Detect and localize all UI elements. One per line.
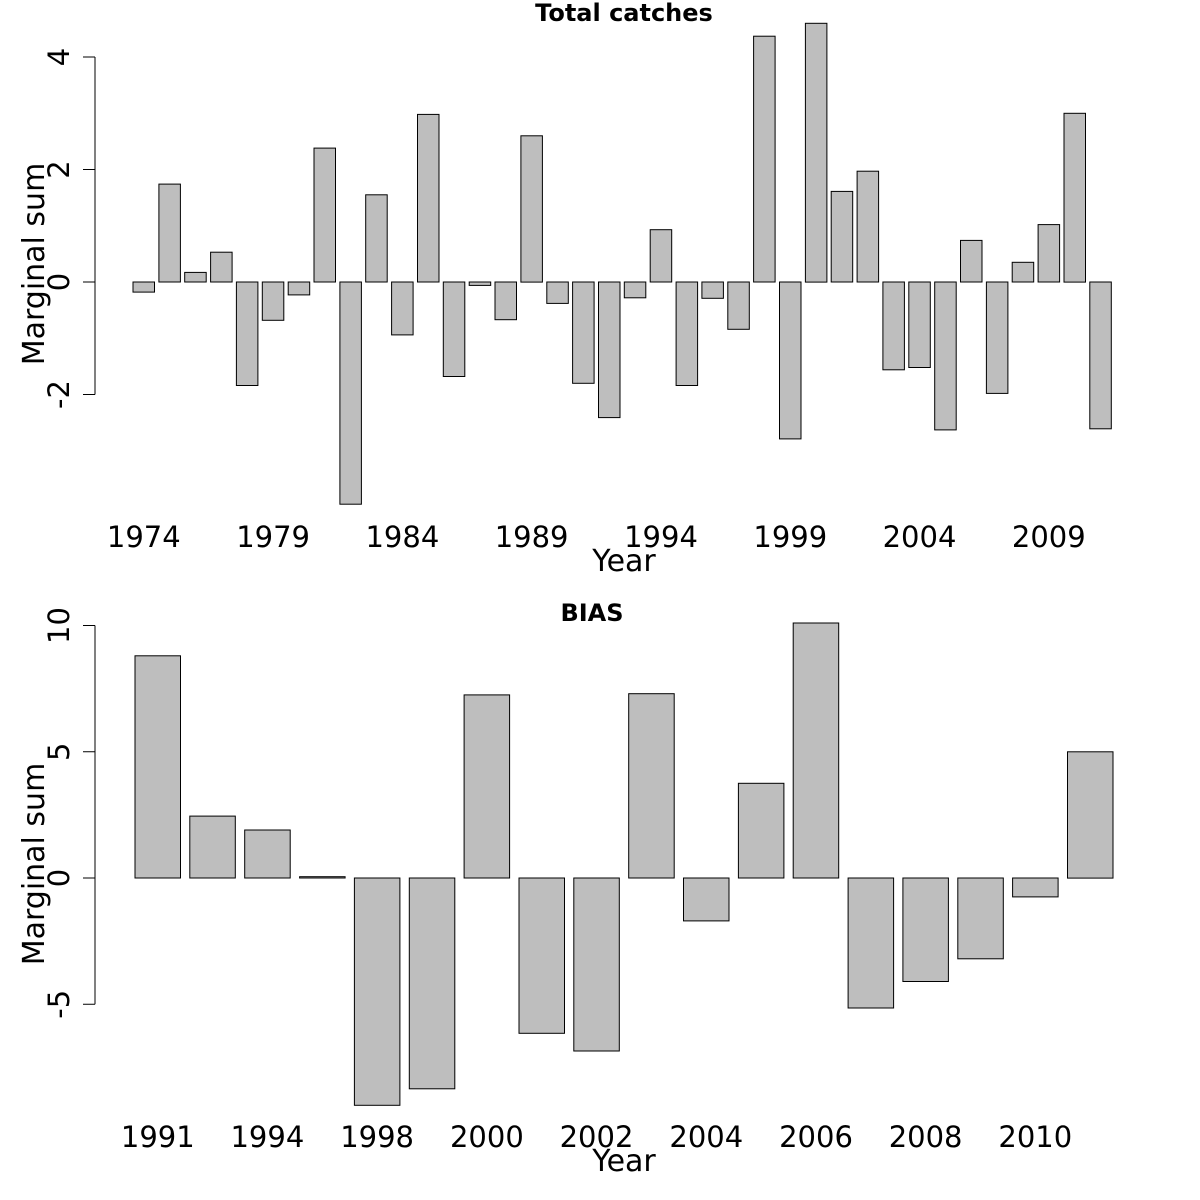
bar-1997 xyxy=(727,281,750,330)
bar-1999 xyxy=(779,281,802,440)
bar-1993 xyxy=(623,281,647,299)
bar-1995 xyxy=(675,281,699,386)
x-axis-label: Year xyxy=(591,1144,656,1179)
bar-1994 xyxy=(649,229,673,283)
bar-1999 xyxy=(408,877,456,1090)
bar-1992 xyxy=(598,281,621,419)
x-tick-label: 1989 xyxy=(495,520,569,554)
x-tick-labels: 1974 1979 1984 1989 1994 1999 2004 2009 xyxy=(107,520,1086,554)
bar-2007 xyxy=(847,877,895,1009)
bar-1985 xyxy=(417,113,440,283)
bar-2011 xyxy=(1089,281,1112,430)
bar-2005 xyxy=(934,281,957,431)
bar-1983 xyxy=(365,194,388,283)
x-tick-label: 2004 xyxy=(883,520,957,554)
y-tick-label: 10 xyxy=(42,607,76,644)
bar-2010 xyxy=(1063,112,1086,283)
bar-1974 xyxy=(132,281,155,293)
x-tick-label: 2009 xyxy=(1012,520,1086,554)
bar-2004 xyxy=(908,281,931,368)
x-tick-label: 1994 xyxy=(624,520,698,554)
bar-1994 xyxy=(244,829,291,879)
x-tick-label: 1999 xyxy=(753,520,827,554)
bar-2000 xyxy=(463,694,511,879)
x-tick-label: 1974 xyxy=(107,520,181,554)
bar-2001 xyxy=(830,190,854,283)
y-tick-label: 2 xyxy=(42,160,76,178)
bar-2003 xyxy=(628,693,675,879)
bar-1998 xyxy=(753,35,776,283)
x-tick-label: 1994 xyxy=(230,1120,304,1154)
x-tick-label: 2008 xyxy=(889,1120,963,1154)
x-tick-label: 2000 xyxy=(450,1120,524,1154)
bar-1982 xyxy=(339,281,362,505)
bar-1993 xyxy=(189,815,236,879)
y-axis: -2 0 2 4 xyxy=(42,48,96,409)
bar-1990 xyxy=(546,281,569,304)
bar-2007 xyxy=(985,281,1009,394)
y-axis-label: Marginal sum xyxy=(17,763,52,966)
bar-1996 xyxy=(701,281,724,299)
bar-2008 xyxy=(1011,261,1035,283)
bar-1980 xyxy=(287,281,311,296)
chart-title: BIAS xyxy=(560,599,623,627)
bar-2009 xyxy=(957,877,1004,960)
bar-1988 xyxy=(494,281,517,321)
bar-1979 xyxy=(261,281,285,321)
x-tick-label: 1984 xyxy=(365,520,439,554)
x-tick-label: 2004 xyxy=(669,1120,743,1154)
bar-2000 xyxy=(804,22,828,283)
bar-2002 xyxy=(856,170,880,283)
y-tick-label: 0 xyxy=(42,869,76,887)
bar-2008 xyxy=(902,877,949,982)
bar-2003 xyxy=(882,281,905,371)
bar-1976 xyxy=(184,271,207,283)
bar-2006 xyxy=(792,622,840,879)
x-tick-label: 2002 xyxy=(560,1120,634,1154)
bar-2002 xyxy=(573,877,620,1052)
y-tick-label: 4 xyxy=(42,48,76,66)
bar-1998 xyxy=(353,877,401,1106)
bar-1981 xyxy=(313,147,336,283)
x-tick-label: 2010 xyxy=(998,1120,1072,1154)
bar-1991 xyxy=(572,281,595,384)
bar-2011 xyxy=(1067,751,1114,879)
x-axis-label: Year xyxy=(591,544,656,579)
y-axis-label: Marginal sum xyxy=(17,163,52,366)
bar-2004 xyxy=(683,877,730,922)
bar-2009 xyxy=(1037,224,1061,283)
bar-1978 xyxy=(235,281,259,386)
bar-1984 xyxy=(391,281,414,336)
bar-2006 xyxy=(960,239,983,283)
bar-2005 xyxy=(737,782,785,879)
y-tick-label: 0 xyxy=(42,273,76,291)
x-tick-label: 2006 xyxy=(779,1120,853,1154)
bar-1997 xyxy=(299,876,346,879)
bar-1986 xyxy=(442,281,466,377)
bar-1989 xyxy=(520,135,543,283)
bar-2001 xyxy=(518,877,565,1034)
x-tick-label: 1998 xyxy=(340,1120,414,1154)
bar-group xyxy=(132,22,1112,505)
chart-panel-total-catches: Total catches Year Marginal sum -2 0 2 4 19… xyxy=(17,0,1112,579)
x-tick-label: 1991 xyxy=(121,1120,195,1154)
chart-title: Total catches xyxy=(535,0,713,27)
bar-1987 xyxy=(468,281,492,286)
y-axis: -5 0 5 10 xyxy=(42,607,96,1019)
bar-group xyxy=(134,622,1114,1106)
bar-2010 xyxy=(1012,877,1059,898)
bar-1975 xyxy=(158,183,181,283)
y-tick-label: -5 xyxy=(42,990,76,1019)
y-tick-label: -2 xyxy=(42,380,76,409)
y-tick-label: 5 xyxy=(42,743,76,761)
bar-1977 xyxy=(210,251,233,283)
x-tick-label: 1979 xyxy=(236,520,310,554)
bar-1991 xyxy=(134,655,181,879)
x-tick-labels: 1991 1994 1998 2000 2002 2004 2006 2008 2010 xyxy=(121,1120,1072,1154)
